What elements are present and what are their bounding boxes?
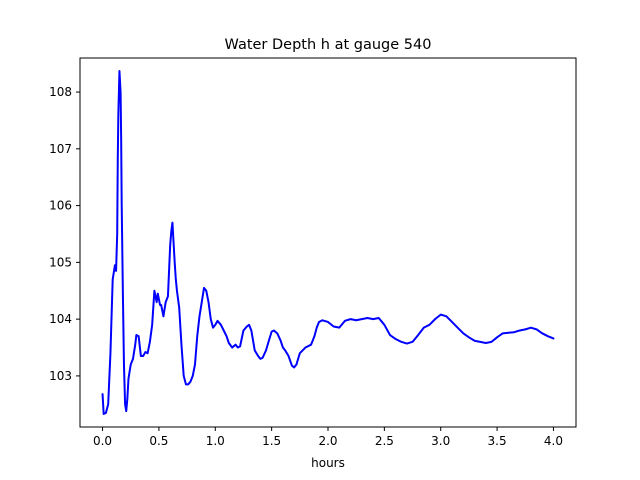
chart-title: Water Depth h at gauge 540 <box>225 37 432 53</box>
x-axis: 0.0 0.5 1.0 1.5 2.0 2.5 3.0 3.5 4.0 <box>93 427 563 448</box>
y-tick-label: 108 <box>49 85 72 99</box>
y-tick-label: 104 <box>49 312 72 326</box>
x-axis-label: hours <box>311 456 345 470</box>
plot-area <box>79 57 577 428</box>
y-tick-label: 107 <box>49 142 72 156</box>
x-tick-label: 0.0 <box>93 434 112 448</box>
y-tick-label: 103 <box>49 369 72 383</box>
x-tick-label: 3.5 <box>488 434 507 448</box>
x-tick-label: 2.5 <box>375 434 394 448</box>
y-axis: 103 104 105 106 107 108 <box>49 85 80 383</box>
x-tick-label: 4.0 <box>544 434 563 448</box>
x-tick-label: 2.0 <box>318 434 337 448</box>
x-tick-label: 0.5 <box>149 434 168 448</box>
water-depth-line <box>101 70 555 415</box>
x-tick-label: 3.0 <box>431 434 450 448</box>
x-tick-label: 1.0 <box>206 434 225 448</box>
x-tick-label: 1.5 <box>262 434 281 448</box>
y-tick-label: 106 <box>49 199 72 213</box>
y-tick-label: 105 <box>49 255 72 269</box>
